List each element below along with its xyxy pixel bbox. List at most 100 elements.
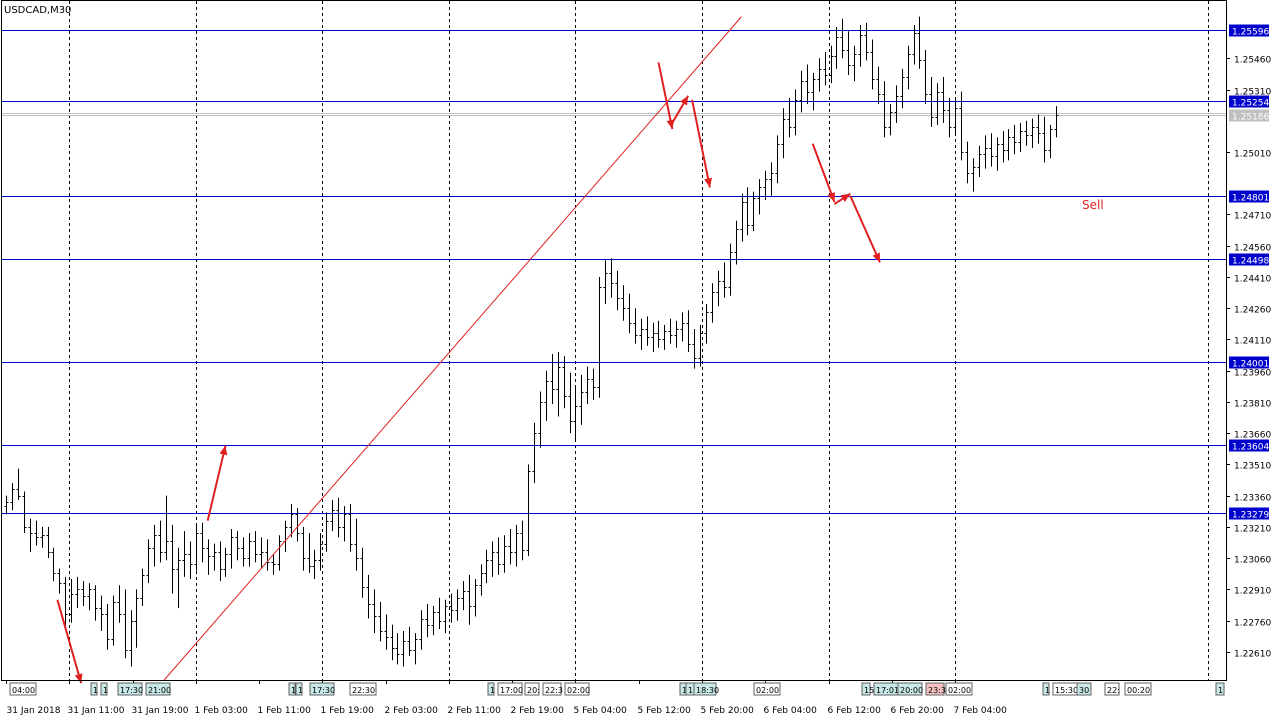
ohlc-bar — [662, 324, 667, 350]
ohlc-bar — [223, 547, 228, 577]
time-marker-tag: 04:00 — [9, 682, 37, 696]
ohlc-bar — [134, 589, 139, 648]
time-marker-label: 18:30 — [696, 686, 719, 695]
time-marker-label: 04:00 — [12, 686, 35, 695]
ohlc-bar — [959, 91, 964, 161]
ohlc-bar — [182, 531, 187, 577]
time-marker-label: 15 — [864, 686, 874, 695]
time-marker-tag: 1 — [1042, 682, 1050, 696]
ohlc-bar — [799, 70, 804, 113]
ohlc-bar — [834, 27, 839, 69]
time-marker-label: 1 — [682, 686, 687, 695]
ohlc-bar — [140, 568, 145, 607]
ohlc-bar — [734, 220, 739, 265]
ohlc-bar — [354, 518, 359, 571]
arrow-annotation[interactable] — [691, 99, 713, 188]
y-tick-label: 1.22760 — [1234, 619, 1271, 629]
time-marker-label: 02:00 — [567, 686, 590, 695]
ohlc-bar — [206, 539, 211, 575]
ohlc-bar — [532, 422, 537, 484]
ohlc-bar — [793, 89, 798, 136]
level-price-tag-bg — [1229, 356, 1269, 369]
time-marker-label: 1 — [1218, 686, 1223, 695]
level-price-tag-bg — [1229, 439, 1269, 452]
ohlc-bar — [57, 568, 62, 594]
y-tick-label: 1.24260 — [1234, 306, 1271, 316]
ohlc-bar — [484, 549, 489, 584]
ohlc-bar — [34, 520, 39, 546]
ohlc-bar — [111, 595, 116, 646]
ohlc-bar — [1018, 122, 1023, 153]
trendline[interactable] — [163, 16, 742, 681]
ohlc-bar — [146, 539, 151, 584]
arrow-annotation[interactable] — [833, 192, 851, 205]
ohlc-bar — [579, 374, 584, 425]
current-price-tag-bg — [1229, 109, 1269, 122]
time-marker-tag: 1 — [487, 682, 495, 696]
ohlc-bar — [158, 520, 163, 563]
ohlc-bar — [496, 537, 501, 575]
ohlc-bar — [935, 83, 940, 125]
arrow-annotation[interactable] — [671, 95, 690, 124]
y-tick-label: 1.24710 — [1234, 212, 1271, 222]
ohlc-bar — [324, 512, 329, 552]
ohlc-bar — [413, 633, 418, 665]
x-tick-label: 6 Feb 20:00 — [891, 706, 945, 716]
arrow-annotation[interactable] — [849, 195, 881, 263]
time-marker-tag: 17:30 — [117, 682, 143, 696]
ohlc-bar — [900, 68, 905, 109]
ohlc-bar — [1048, 124, 1053, 159]
ohlc-bar — [200, 522, 205, 563]
y-tick-label: 1.25310 — [1234, 88, 1271, 98]
ohlc-bar — [852, 45, 857, 82]
y-tick-label: 1.22910 — [1234, 587, 1271, 597]
ohlc-bar — [953, 99, 958, 136]
ohlc-bar — [514, 524, 519, 567]
ohlc-bar — [99, 595, 104, 632]
ohlc-bar — [443, 599, 448, 634]
arrow-annotation[interactable] — [811, 143, 836, 203]
ohlc-bar — [805, 64, 810, 105]
symbol-label: USDCAD,M30 — [4, 5, 71, 16]
ohlc-bar — [846, 31, 851, 75]
ohlc-bar — [395, 633, 400, 665]
ohlc-bar — [544, 370, 549, 421]
x-tick-label: 31 Jan 2018 — [7, 706, 61, 716]
ohlc-bar — [769, 162, 774, 196]
time-marker-label: 17:01 — [876, 686, 899, 695]
ohlc-bar — [419, 610, 424, 650]
time-marker-label: 1 — [103, 686, 108, 695]
ohlc-bar — [307, 533, 312, 573]
ohlc-bar — [194, 524, 199, 571]
ohlc-bar — [123, 589, 128, 659]
ohlc-bar — [817, 58, 822, 92]
time-marker-label: 1 — [1045, 686, 1050, 695]
level-price-tag: 1.25254 — [1232, 99, 1269, 109]
ohlc-bar — [888, 104, 893, 136]
time-marker-tag: 1 — [1215, 682, 1225, 696]
current-price-tag: 1.25186 — [1232, 113, 1269, 123]
ohlc-bar — [289, 504, 294, 538]
time-marker-label: 02:00 — [948, 686, 971, 695]
ohlc-bar — [621, 285, 626, 321]
ohlc-bar — [864, 22, 869, 61]
ohlc-bar — [781, 108, 786, 159]
arrow-annotation[interactable] — [206, 445, 228, 521]
ohlc-bar — [449, 593, 454, 623]
ohlc-bar — [63, 576, 68, 629]
ohlc-bar — [597, 276, 602, 398]
time-marker-tag: 15 — [861, 682, 874, 696]
time-marker-label: 1 — [298, 686, 303, 695]
x-tick-label: 1 Feb 03:00 — [195, 706, 249, 716]
ohlc-bar — [923, 49, 928, 105]
ohlc-bar — [751, 191, 756, 232]
y-tick-label: 1.22610 — [1234, 650, 1271, 660]
time-marker-label: 02:00 — [756, 686, 779, 695]
ohlc-bar — [995, 137, 1000, 171]
time-marker-label: 17:00 — [500, 686, 523, 695]
time-marker-tag: 17:01 — [873, 682, 899, 696]
ohlc-bar — [301, 526, 306, 571]
time-marker-tag: 22:30 — [349, 682, 377, 696]
